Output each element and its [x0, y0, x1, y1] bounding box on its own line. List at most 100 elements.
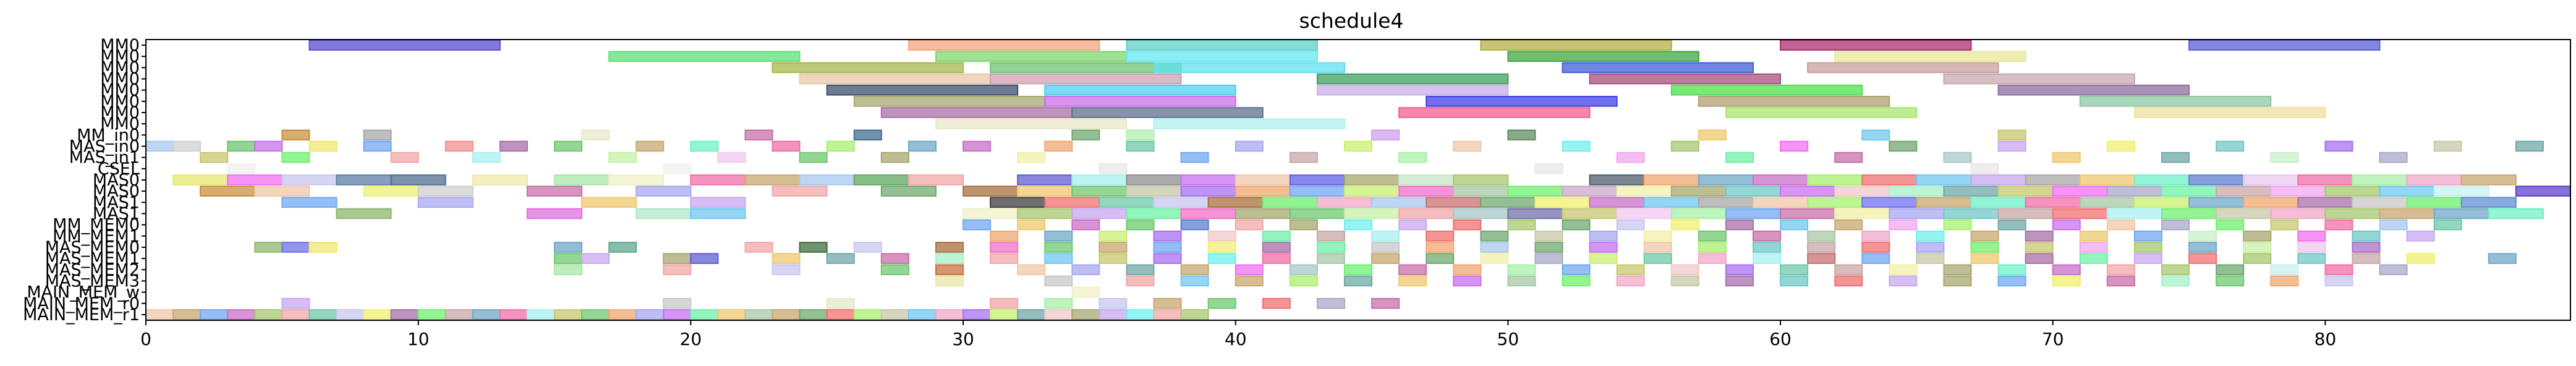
y-tick-label: MM0 [100, 92, 140, 111]
task-bar [1752, 230, 1782, 242]
task-bar [853, 242, 882, 253]
task-bar [1997, 129, 2026, 141]
task-bar [853, 174, 909, 185]
task-bar [1534, 197, 1591, 208]
task-bar [1398, 151, 1427, 163]
task-bar [444, 140, 474, 152]
task-bar [1180, 174, 1236, 185]
task-bar [472, 151, 501, 163]
task-bar [1017, 151, 1046, 163]
task-bar [2297, 197, 2353, 208]
task-bar [1071, 264, 1100, 276]
task-bar [1126, 264, 1155, 276]
task-bar [1943, 208, 1999, 219]
task-bar [1943, 264, 1972, 276]
task-bar [1670, 275, 1699, 287]
task-bar [1071, 185, 1128, 197]
task-bar [1643, 197, 1699, 208]
task-bar [1371, 297, 1400, 309]
y-tick-label: MM0 [100, 103, 140, 122]
task-bar [1398, 107, 1591, 118]
task-bar [1235, 219, 1264, 231]
task-bar [1126, 174, 1182, 185]
task-bar [1534, 242, 1563, 253]
task-bar [1807, 174, 1863, 185]
task-bar [1643, 230, 1672, 242]
task-bar [2324, 208, 2381, 219]
task-bar [1916, 197, 1972, 208]
chart-title: schedule4 [1299, 9, 1404, 33]
task-bar [1807, 253, 1836, 264]
task-bar [663, 309, 692, 320]
task-bar [908, 140, 937, 152]
y-tick-label: MAIN_MEM_r1 [23, 305, 140, 325]
task-bar [254, 140, 283, 152]
task-bar [1316, 197, 1373, 208]
task-bar [2216, 140, 2245, 152]
task-bar [2188, 253, 2217, 264]
y-tick-label: MAS_MEM3 [45, 271, 140, 291]
task-bar [1562, 185, 1618, 197]
task-bar [1616, 275, 1645, 287]
task-bar [2161, 185, 2217, 197]
task-bar [581, 253, 610, 264]
y-tick-label: MAS1 [93, 204, 140, 223]
task-bar [1316, 73, 1509, 85]
task-bar [1480, 197, 1536, 208]
task-bar [2297, 253, 2326, 264]
task-bar [690, 197, 746, 208]
task-bar [1807, 197, 1863, 208]
task-bar [1262, 197, 1318, 208]
task-bar [1044, 84, 1236, 96]
task-bar [744, 242, 773, 253]
task-bar [1044, 242, 1073, 253]
task-bar [1562, 62, 1754, 74]
task-bar [2161, 264, 2190, 276]
task-bar [1207, 197, 1264, 208]
task-bar [744, 174, 801, 185]
task-bar [1398, 219, 1427, 231]
task-bar [554, 242, 583, 253]
task-bar [1616, 151, 1645, 163]
task-bar [1698, 242, 1727, 253]
task-bar [281, 174, 338, 185]
y-tick-label: MAS_MEM0 [45, 238, 140, 257]
task-bar [1834, 208, 1890, 219]
task-bar [2216, 208, 2272, 219]
task-bar [1507, 51, 1699, 62]
task-bar [1207, 297, 1236, 309]
task-bar [1126, 140, 1155, 152]
task-bar [2025, 197, 2081, 208]
task-bar [935, 118, 1128, 130]
task-bar [1889, 140, 1918, 152]
task-bar [2106, 219, 2135, 231]
task-bar [554, 140, 583, 152]
task-bar [1834, 185, 1890, 197]
task-bar [2188, 174, 2245, 185]
task-bar [1997, 208, 2054, 219]
task-bar [2025, 253, 2054, 264]
y-tick-label: MM0 [100, 114, 140, 134]
task-bar [690, 208, 746, 219]
task-bar [2324, 185, 2381, 197]
task-bar [608, 174, 665, 185]
task-bar [1562, 219, 1591, 231]
task-bar [690, 309, 719, 320]
task-bar [1698, 253, 1727, 264]
task-bar [1044, 197, 1100, 208]
task-bar [1289, 264, 1318, 276]
task-bar [526, 185, 583, 197]
task-bar [1044, 275, 1073, 287]
task-bar [1698, 129, 1727, 141]
task-bar [2106, 264, 2135, 276]
task-bar [2106, 275, 2135, 287]
task-bar [1507, 185, 1563, 197]
task-bar [1752, 174, 1809, 185]
task-bar [2352, 197, 2408, 208]
task-bar [1071, 219, 1100, 231]
task-bar [744, 129, 773, 141]
task-bar [1235, 174, 1291, 185]
task-bar [1153, 118, 1345, 130]
task-bar [826, 297, 855, 309]
bars-layer [145, 40, 2572, 320]
